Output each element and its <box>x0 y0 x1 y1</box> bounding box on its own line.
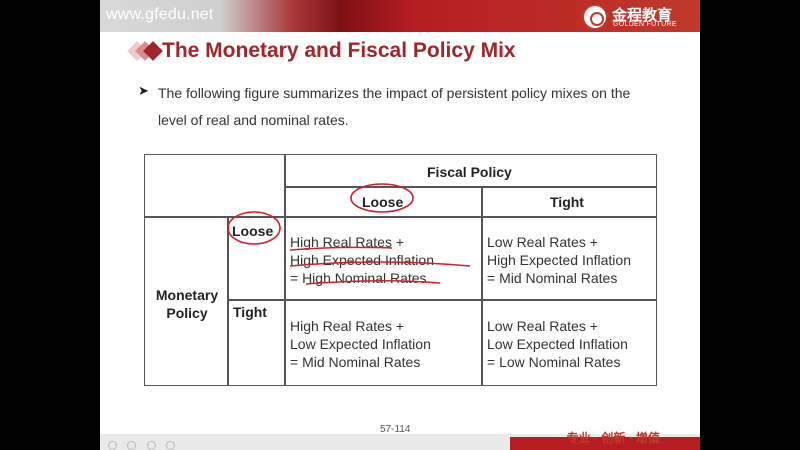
monetary-tight-header: Tight <box>233 304 267 320</box>
cell-line: High Expected Inflation <box>290 252 434 268</box>
cell-loose-monetary-loose-fiscal: High Real Rates + High Expected Inflatio… <box>290 233 434 287</box>
fiscal-loose-header: Loose <box>362 194 404 210</box>
slide-title: The Monetary and Fiscal Policy Mix <box>162 39 516 62</box>
cell-tight-monetary-tight-fiscal: Low Real Rates + Low Expected Inflation … <box>487 317 628 371</box>
cell-tight-monetary-loose-fiscal: High Real Rates + Low Expected Inflation… <box>290 317 431 371</box>
policy-mix-table: Fiscal Policy Loose Tight Monetary Polic… <box>144 154 657 386</box>
logo-seal-icon <box>582 4 608 30</box>
footer-red-band <box>510 437 700 450</box>
footer-bar <box>100 434 700 450</box>
cell-line: High Expected Inflation <box>487 252 631 268</box>
logo-en-text: GOLDEN FUTURE <box>613 21 677 28</box>
page-number: 57-114 <box>380 424 411 435</box>
bullet-text: The following figure summarizes the impa… <box>158 85 631 128</box>
cell-line: = Mid Nominal Rates <box>487 270 618 286</box>
title-diamond-icon <box>127 40 163 62</box>
header-bar: www.gfedu.net 金程教育 GOLDEN FUTURE <box>100 0 700 32</box>
slide-menu-icon[interactable] <box>146 441 156 450</box>
slide: www.gfedu.net 金程教育 GOLDEN FUTURE The Mon… <box>100 0 700 450</box>
logo-cn-text: 金程教育 <box>612 7 673 24</box>
footer-slogan: 专业 · 创新 · 增值 <box>566 431 660 445</box>
slideshow-controls[interactable] <box>108 437 181 450</box>
cell-line: High Real Rates + <box>290 318 405 334</box>
site-url[interactable]: www.gfedu.net <box>106 6 214 23</box>
cell-loose-monetary-tight-fiscal: Low Real Rates + High Expected Inflation… <box>487 233 631 287</box>
cell-line: Low Real Rates + <box>487 234 598 250</box>
cell-line: Low Expected Inflation <box>487 336 628 352</box>
monetary-policy-header: Monetary Policy <box>155 287 219 321</box>
cell-line: High Real Rates + <box>290 234 405 250</box>
cell-line: = Low Nominal Rates <box>487 354 621 370</box>
brand-logo: 金程教育 GOLDEN FUTURE <box>582 4 696 30</box>
cell-line: Low Expected Inflation <box>290 336 431 352</box>
prev-slide-icon[interactable] <box>108 441 117 450</box>
cell-line: Low Real Rates + <box>487 318 598 334</box>
bullet-arrow-icon: ➤ <box>138 83 149 98</box>
cell-line: = High Nominal Rates <box>290 270 427 286</box>
fiscal-tight-header: Tight <box>550 194 584 210</box>
cell-line: = Mid Nominal Rates <box>290 354 421 370</box>
monetary-loose-header: Loose <box>232 223 274 239</box>
fiscal-policy-header: Fiscal Policy <box>427 164 512 180</box>
